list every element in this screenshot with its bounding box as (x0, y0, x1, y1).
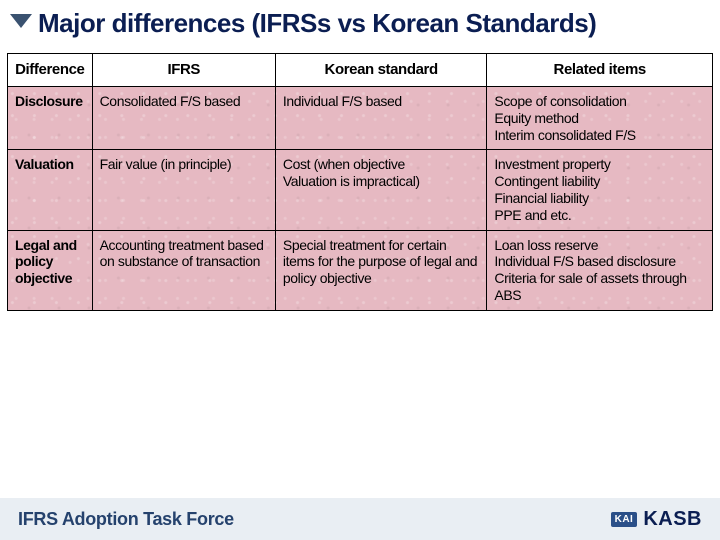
arrow-down-icon (10, 14, 32, 28)
cell-ifrs: Accounting treatment based on substance … (92, 230, 275, 310)
cell-korean: Individual F/S based (275, 87, 487, 150)
col-ifrs: IFRS (92, 54, 275, 87)
footer-logo: KAI KASB (611, 508, 702, 531)
cell-related: Loan loss reserveIndividual F/S based di… (487, 230, 713, 310)
table-row: Disclosure Consolidated F/S based Indivi… (8, 87, 713, 150)
cell-difference: Valuation (8, 150, 93, 230)
kai-badge: KAI (611, 512, 638, 527)
col-difference: Difference (8, 54, 93, 87)
cell-related: Scope of consolidationEquity methodInter… (487, 87, 713, 150)
cell-ifrs: Fair value (in principle) (92, 150, 275, 230)
cell-difference: Legal and policy objective (8, 230, 93, 310)
table-row: Legal and policy objective Accounting tr… (8, 230, 713, 310)
kasb-text: KASB (643, 508, 702, 531)
col-korean: Korean standard (275, 54, 487, 87)
footer-title: IFRS Adoption Task Force (18, 510, 234, 528)
cell-korean: Special treatment for certain items for … (275, 230, 487, 310)
title-row: Major differences (IFRSs vs Korean Stand… (0, 0, 720, 45)
cell-difference: Disclosure (8, 87, 93, 150)
diff-table: Difference IFRS Korean standard Related … (7, 53, 713, 311)
table-header-row: Difference IFRS Korean standard Related … (8, 54, 713, 87)
cell-korean: Cost (when objectiveValuation is impract… (275, 150, 487, 230)
cell-ifrs: Consolidated F/S based (92, 87, 275, 150)
cell-related: Investment propertyContingent liabilityF… (487, 150, 713, 230)
col-related: Related items (487, 54, 713, 87)
page-title: Major differences (IFRSs vs Korean Stand… (38, 8, 596, 39)
table-row: Valuation Fair value (in principle) Cost… (8, 150, 713, 230)
footer: IFRS Adoption Task Force KAI KASB (0, 498, 720, 540)
